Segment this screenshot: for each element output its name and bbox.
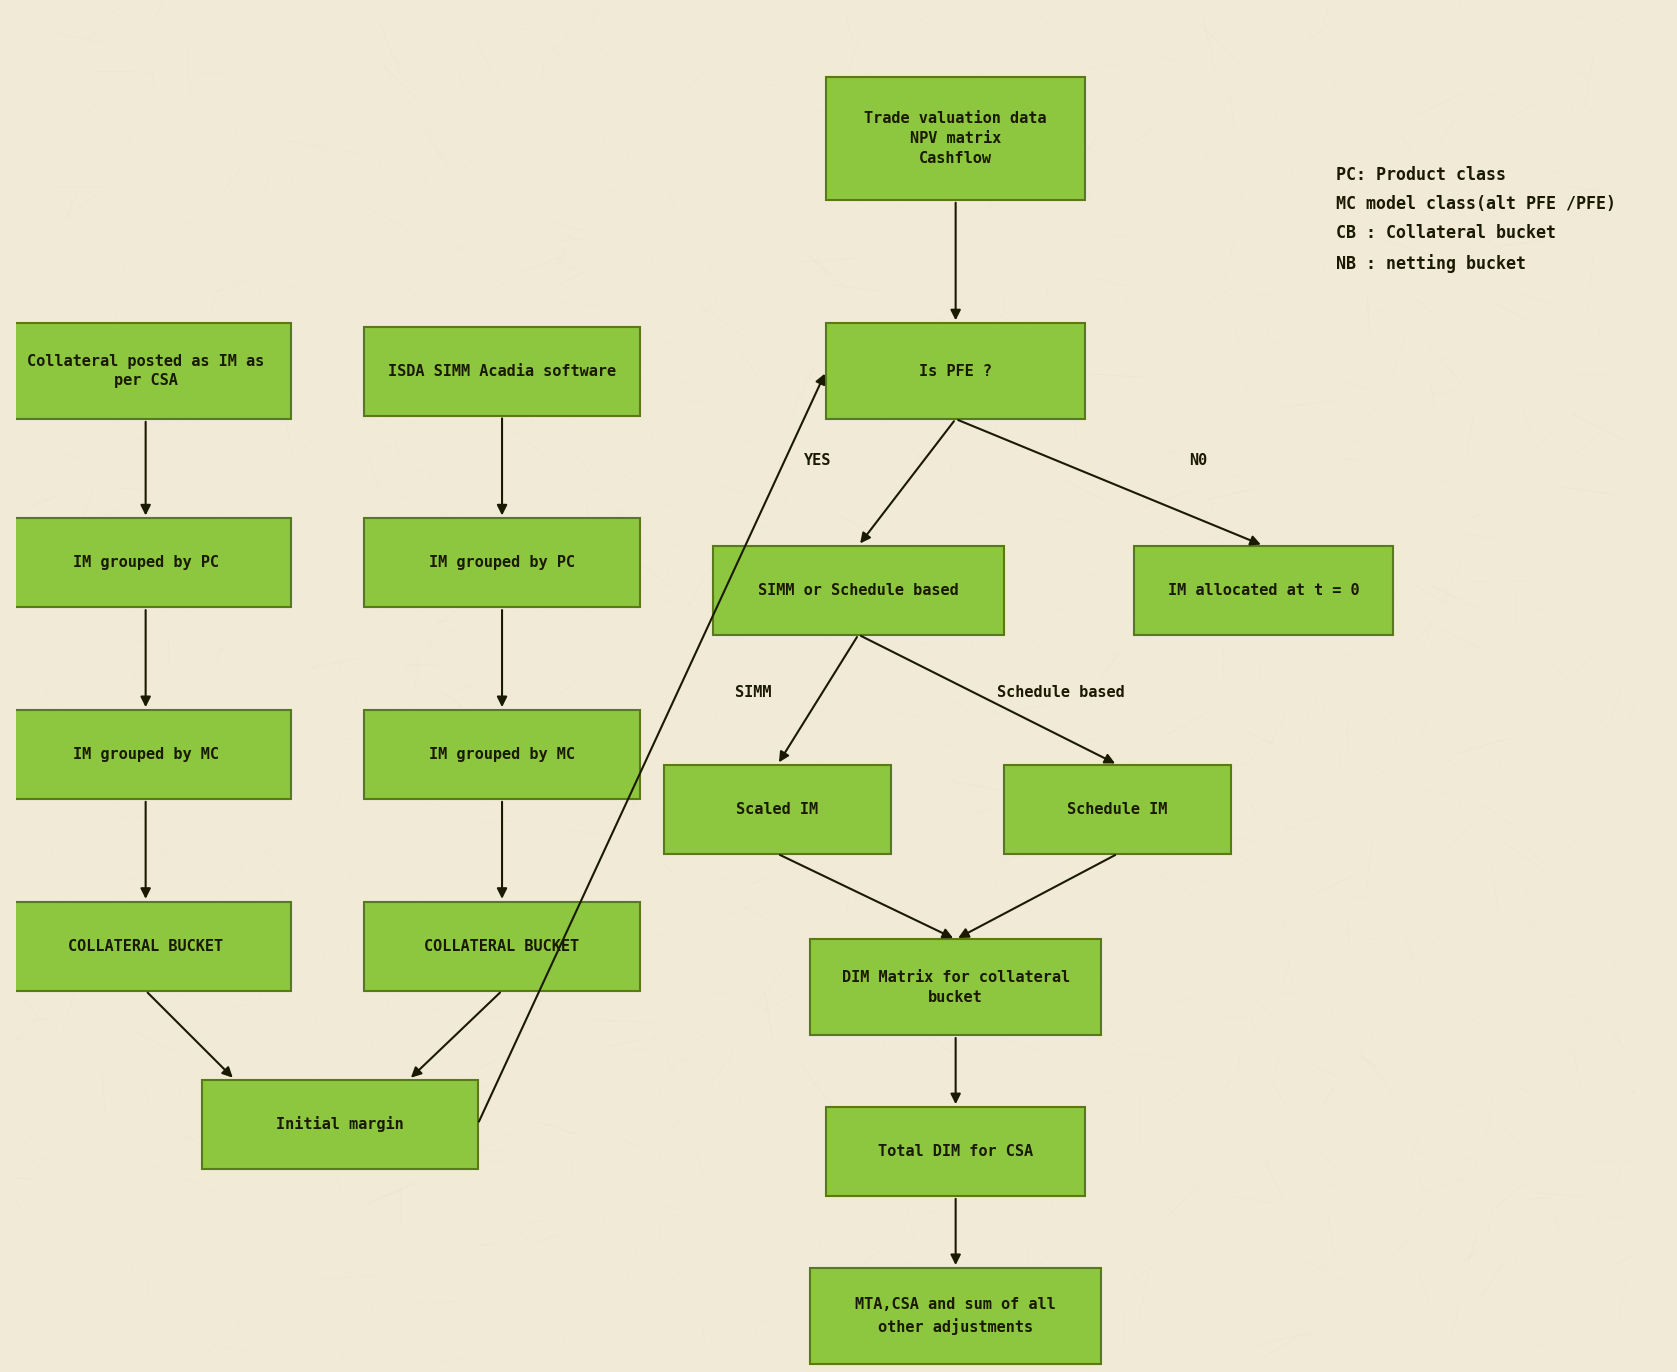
- Text: IM allocated at t = 0: IM allocated at t = 0: [1167, 583, 1360, 598]
- FancyBboxPatch shape: [0, 324, 292, 418]
- Text: IM grouped by MC: IM grouped by MC: [72, 746, 218, 761]
- Text: Is PFE ?: Is PFE ?: [919, 364, 993, 379]
- Text: IM grouped by PC: IM grouped by PC: [429, 556, 575, 571]
- Text: COLLATERAL BUCKET: COLLATERAL BUCKET: [424, 938, 580, 954]
- Text: Schedule IM: Schedule IM: [1068, 801, 1167, 816]
- FancyBboxPatch shape: [827, 77, 1085, 200]
- Text: Initial margin: Initial margin: [277, 1117, 404, 1132]
- Text: Schedule based: Schedule based: [998, 686, 1125, 700]
- Text: IM grouped by PC: IM grouped by PC: [72, 556, 218, 571]
- FancyBboxPatch shape: [364, 709, 639, 799]
- FancyBboxPatch shape: [664, 764, 890, 853]
- Text: MTA,CSA and sum of all
other adjustments: MTA,CSA and sum of all other adjustments: [855, 1297, 1057, 1335]
- FancyBboxPatch shape: [1005, 764, 1231, 853]
- Text: ISDA SIMM Acadia software: ISDA SIMM Acadia software: [387, 364, 615, 379]
- FancyBboxPatch shape: [364, 901, 639, 991]
- Text: COLLATERAL BUCKET: COLLATERAL BUCKET: [69, 938, 223, 954]
- Text: Collateral posted as IM as
per CSA: Collateral posted as IM as per CSA: [27, 354, 265, 388]
- FancyBboxPatch shape: [0, 709, 292, 799]
- FancyBboxPatch shape: [713, 546, 1005, 635]
- FancyBboxPatch shape: [1134, 546, 1394, 635]
- FancyBboxPatch shape: [364, 327, 639, 416]
- Text: SIMM or Schedule based: SIMM or Schedule based: [758, 583, 959, 598]
- FancyBboxPatch shape: [203, 1080, 478, 1169]
- FancyBboxPatch shape: [810, 1268, 1102, 1364]
- Text: IM grouped by MC: IM grouped by MC: [429, 746, 575, 761]
- Text: YES: YES: [805, 453, 832, 468]
- Text: Total DIM for CSA: Total DIM for CSA: [879, 1144, 1033, 1159]
- Text: DIM Matrix for collateral
bucket: DIM Matrix for collateral bucket: [842, 970, 1070, 1004]
- Text: N0: N0: [1189, 453, 1207, 468]
- FancyBboxPatch shape: [0, 519, 292, 608]
- FancyBboxPatch shape: [810, 940, 1102, 1034]
- FancyBboxPatch shape: [364, 519, 639, 608]
- Text: PC: Product class
MC model class(alt PFE /PFE)
CB : Collateral bucket
NB : netti: PC: Product class MC model class(alt PFE…: [1337, 166, 1617, 273]
- FancyBboxPatch shape: [827, 324, 1085, 418]
- FancyBboxPatch shape: [827, 1107, 1085, 1196]
- Text: SIMM: SIMM: [735, 686, 771, 700]
- FancyBboxPatch shape: [0, 901, 292, 991]
- Text: Trade valuation data
NPV matrix
Cashflow: Trade valuation data NPV matrix Cashflow: [864, 111, 1046, 166]
- Text: Scaled IM: Scaled IM: [736, 801, 818, 816]
